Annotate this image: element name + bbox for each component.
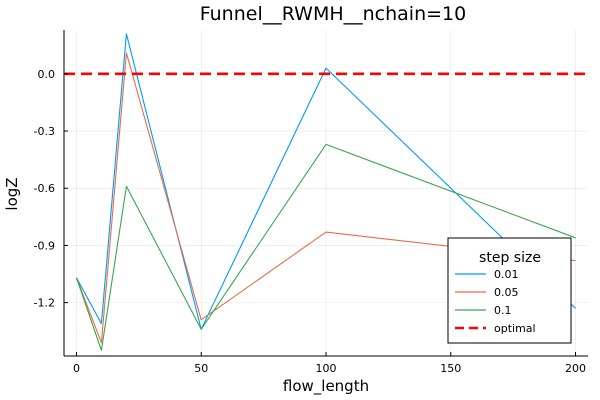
series-line-0-05: [75, 52, 576, 344]
y-tick-label: 0.0: [38, 68, 56, 81]
series-lines: [64, 33, 588, 351]
x-tick-label: 150: [440, 362, 461, 375]
y-tick-label: -1.2: [34, 297, 55, 310]
x-tick-label: 200: [565, 362, 586, 375]
legend-title: step size: [479, 250, 541, 266]
legend-label: optimal: [494, 322, 536, 335]
series-line-0-1: [75, 143, 576, 351]
legend: step size 0.01 0.05 0.1 optimal: [447, 237, 572, 344]
legend-entries: 0.01 0.05 0.1 optimal: [455, 268, 536, 335]
y-axis-title: logZ: [3, 177, 21, 210]
y-tick-label: -0.6: [34, 182, 55, 195]
legend-label: 0.05: [494, 286, 519, 299]
x-tick-label: 100: [316, 362, 337, 375]
chart-title: Funnel__RWMH__nchain=10: [200, 3, 466, 25]
legend-label: 0.1: [494, 304, 512, 317]
legend-label: 0.01: [494, 268, 519, 281]
legend-box: [447, 237, 572, 344]
y-tick-label: -0.9: [34, 239, 55, 252]
tick-labels: 0 50 100 150 200 0.0 -0.3 -0.6 -0.9 -1.2: [34, 68, 586, 375]
y-tick-label: -0.3: [34, 125, 55, 138]
x-tick-label: 0: [73, 362, 80, 375]
x-axis-title: flow_length: [283, 377, 369, 396]
series-line-0-01: [76, 33, 576, 330]
x-tick-label: 50: [194, 362, 208, 375]
